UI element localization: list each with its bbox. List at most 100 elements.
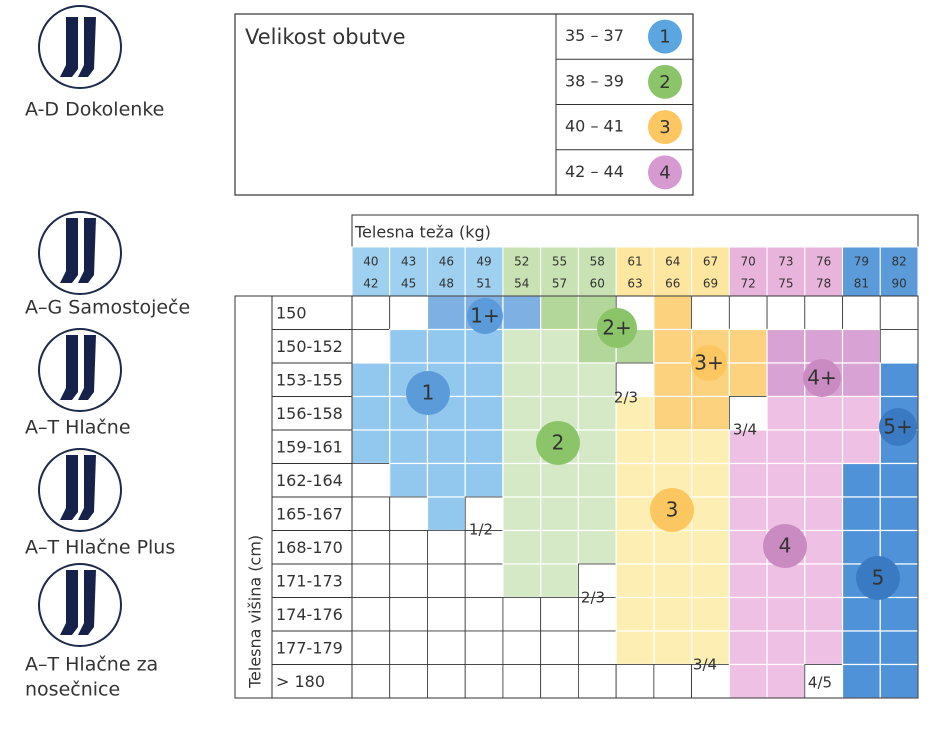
height-label: 177-179 — [276, 638, 343, 657]
weight-cell — [691, 246, 730, 297]
size-cell — [427, 530, 466, 565]
size-cell — [728, 596, 768, 632]
size-cell — [841, 462, 881, 498]
zone-label: 1+ — [470, 304, 499, 328]
size-cell — [578, 664, 617, 699]
product-label: A–T Hlačne — [25, 417, 131, 439]
size-cell — [841, 429, 881, 465]
size-cell — [578, 563, 617, 598]
size-cell — [464, 462, 504, 498]
legs — [60, 455, 96, 520]
weight-high: 78 — [816, 277, 831, 291]
size-cell — [351, 429, 391, 465]
legs — [60, 17, 96, 77]
size-cell — [879, 295, 919, 330]
size-cell — [804, 496, 844, 532]
size-cell — [728, 429, 768, 465]
size-cell — [804, 328, 844, 364]
size-cell — [804, 462, 844, 498]
transition-label: 1/2 — [469, 521, 493, 539]
weight-high: 81 — [854, 277, 869, 291]
size-cell — [389, 462, 429, 498]
height-label: 159-161 — [276, 437, 343, 456]
zone-badge — [406, 371, 450, 415]
size-cell — [389, 664, 428, 699]
size-cell — [389, 496, 428, 531]
size-cell — [615, 462, 655, 498]
product-label: A–G Samostoječe — [25, 297, 190, 319]
size-cell — [690, 563, 730, 599]
product-label: A–T Hlačne Plus — [25, 537, 175, 559]
size-cell — [728, 462, 768, 498]
height-title-cell — [234, 295, 273, 699]
size-cell — [804, 429, 844, 465]
weight-cell — [766, 246, 806, 297]
size-cell — [841, 328, 881, 364]
size-cell — [615, 563, 655, 599]
weight-low: 61 — [627, 255, 642, 269]
zone-badge — [536, 421, 580, 465]
size-badge — [648, 64, 682, 99]
size-cell — [766, 596, 806, 632]
size-cell — [653, 630, 693, 666]
zone-label: 5 — [872, 566, 885, 590]
weight-high: 48 — [439, 277, 454, 291]
weight-low: 70 — [741, 255, 756, 269]
weight-low: 79 — [854, 255, 869, 269]
weight-cell — [653, 246, 693, 297]
size-cell — [389, 630, 428, 665]
legs — [60, 570, 96, 635]
weight-high: 63 — [627, 277, 642, 291]
zone-badge — [650, 488, 694, 532]
size-range: 42 – 44 — [565, 162, 624, 181]
size-cell — [653, 563, 693, 599]
weight-low: 58 — [590, 255, 605, 269]
product-icon — [38, 328, 122, 412]
size-cell — [351, 530, 391, 565]
weight-cell — [426, 246, 466, 297]
size-cell — [426, 328, 466, 364]
size-cell — [389, 328, 429, 364]
size-cell — [690, 429, 730, 465]
zone-label: 5+ — [883, 415, 912, 439]
size-cell — [502, 496, 542, 532]
size-cell — [351, 362, 391, 398]
zone-badge — [691, 345, 727, 381]
size-cell — [351, 664, 391, 699]
weight-cell — [879, 246, 919, 297]
height-cell — [271, 362, 353, 397]
size-cell — [427, 563, 466, 598]
weight-high: 69 — [703, 277, 718, 291]
size-cell — [804, 295, 843, 330]
size-cell — [841, 496, 881, 532]
size-cell — [728, 529, 768, 565]
size-cell — [804, 664, 843, 699]
weight-high: 66 — [665, 277, 680, 291]
size-cell — [615, 395, 655, 431]
size-cell — [879, 630, 919, 666]
zone-label: 2 — [552, 431, 565, 455]
size-cell — [502, 563, 542, 599]
size-cell — [578, 630, 617, 665]
size-number: 3 — [659, 117, 670, 138]
size-cell — [577, 462, 617, 498]
size-number: 4 — [659, 162, 670, 183]
size-cell — [728, 362, 768, 398]
size-cell — [351, 329, 391, 364]
size-range: 40 – 41 — [565, 117, 624, 136]
weight-low: 40 — [363, 255, 378, 269]
size-cell — [502, 362, 542, 398]
size-cell — [766, 362, 806, 398]
weight-high: 75 — [778, 277, 793, 291]
zone-badge — [597, 308, 637, 348]
height-label: 174-176 — [276, 605, 343, 624]
size-cell — [879, 496, 919, 532]
transition-label: 2/3 — [581, 589, 605, 607]
zone-label: 3 — [666, 498, 679, 522]
size-cell — [804, 630, 844, 666]
size-cell — [879, 462, 919, 498]
size-cell — [841, 596, 881, 632]
size-cell — [426, 429, 466, 465]
weight-low: 55 — [552, 255, 567, 269]
size-cell — [351, 395, 391, 431]
